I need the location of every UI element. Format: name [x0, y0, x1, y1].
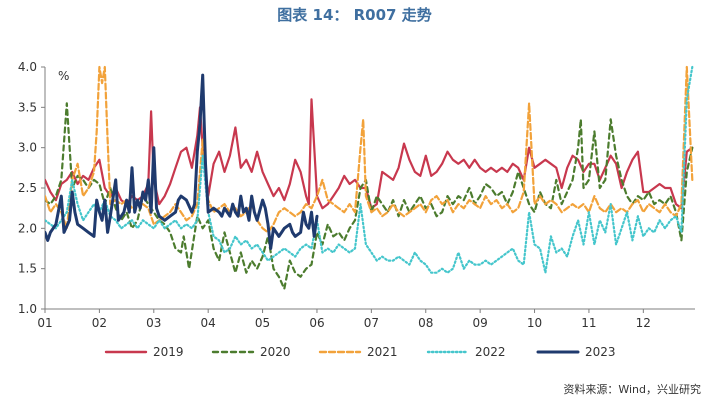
legend-label-2023: 2023	[585, 345, 616, 359]
y-tick-label: 2.5	[18, 181, 37, 195]
chart-legend: 2019 2020 2021 2022 2023	[104, 345, 616, 359]
y-axis-label: %	[58, 69, 69, 83]
chart-title: 图表 14： R007 走势	[277, 6, 432, 24]
x-tick-label: 04	[201, 316, 216, 330]
x-tick-label: 02	[92, 316, 107, 330]
x-tick-label: 10	[527, 316, 542, 330]
series-line-2021	[45, 65, 694, 234]
x-tick-label: 01	[37, 316, 52, 330]
chart-axes: 4.0 3.5 3.0 2.5 2.0 1.5 1.0% 01 02 03 04 05 06 07 08 09…	[18, 60, 695, 330]
x-tick-label: 12	[636, 316, 651, 330]
legend-label-2022: 2022	[475, 345, 506, 359]
legend-label-2020: 2020	[260, 345, 291, 359]
series-line-2023	[45, 73, 319, 250]
y-tick-label: 3.5	[18, 100, 37, 114]
y-tick-label: 3.0	[18, 141, 37, 155]
x-tick-label: 09	[473, 316, 488, 330]
x-tick-label: 08	[418, 316, 433, 330]
x-tick-label: 07	[364, 316, 379, 330]
y-tick-label: 4.0	[18, 60, 37, 74]
x-tick-label: 05	[255, 316, 270, 330]
x-tick-label: 06	[309, 316, 324, 330]
x-tick-label: 03	[146, 316, 161, 330]
y-tick-label: 1.0	[18, 302, 37, 316]
line-chart: 4.0 3.5 3.0 2.5 2.0 1.5 1.0% 01 02 03 04 05 06 07 08 09…	[18, 60, 695, 359]
y-tick-label: 2.0	[18, 221, 37, 235]
y-tick-label: 1.5	[18, 262, 37, 276]
series-line-2022	[45, 65, 694, 274]
series-line-2020	[45, 102, 694, 290]
x-tick-label: 11	[581, 316, 596, 330]
chart-series	[45, 65, 694, 290]
chart-source: 资料来源：Wind，兴业研究	[563, 383, 701, 396]
legend-label-2021: 2021	[367, 345, 398, 359]
legend-label-2019: 2019	[153, 345, 184, 359]
